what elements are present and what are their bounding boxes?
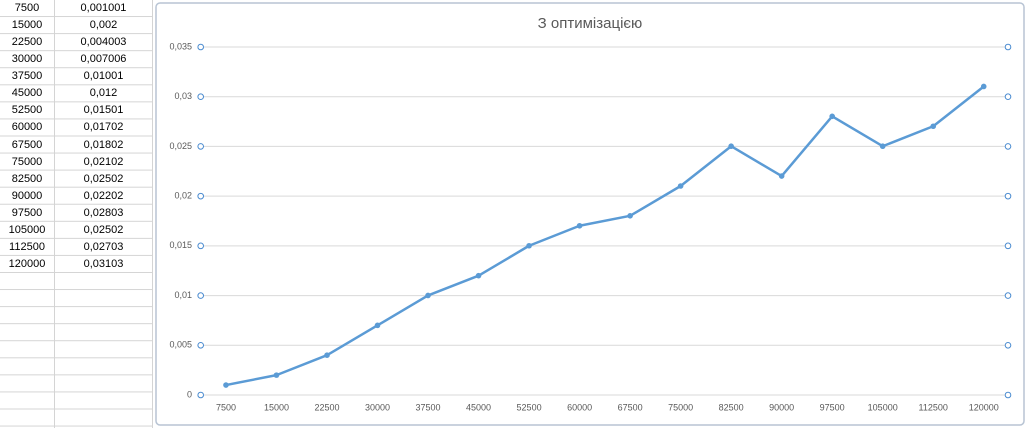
cell[interactable]: 0,03103 — [83, 258, 124, 271]
axis-handle — [1004, 292, 1012, 299]
point-marker — [930, 123, 937, 130]
cell[interactable]: 0,01001 — [83, 70, 124, 83]
cell[interactable]: 0,001001 — [80, 2, 127, 14]
x-tick-label: 7500 — [216, 402, 236, 412]
cell[interactable]: 37500 — [11, 70, 43, 83]
y-tick-label: 0,035 — [169, 41, 192, 51]
column-border — [152, 0, 153, 428]
cell[interactable]: 15000 — [11, 19, 43, 32]
point-marker — [526, 242, 532, 249]
x-tick-label: 22500 — [314, 402, 339, 412]
axis-handle — [1004, 43, 1012, 51]
y-tick-label: 0,02 — [174, 191, 192, 201]
cell[interactable]: 60000 — [11, 121, 43, 134]
cell[interactable]: 75000 — [11, 155, 43, 168]
axis-handle — [197, 391, 204, 399]
x-tick-label: 37500 — [416, 402, 441, 412]
cell[interactable]: 120000 — [8, 258, 46, 271]
chart-frame[interactable] — [155, 2, 1025, 426]
point-marker — [324, 352, 330, 358]
axis-handle — [197, 192, 204, 200]
cell[interactable]: 0,02703 — [83, 240, 124, 253]
point-marker — [677, 183, 684, 189]
x-tick-label: 67500 — [618, 402, 643, 412]
cell[interactable]: 0,02803 — [83, 206, 124, 219]
cell[interactable]: 0,02202 — [83, 189, 124, 202]
cell[interactable]: 97500 — [11, 206, 43, 219]
y-tick-label: 0 — [187, 389, 192, 399]
x-tick-label: 75000 — [668, 402, 693, 412]
point-marker — [576, 222, 583, 229]
cell[interactable]: 30000 — [11, 53, 43, 66]
cell[interactable]: 112500 — [9, 240, 45, 253]
axis-handle — [197, 242, 204, 250]
cell[interactable]: 0,01501 — [83, 104, 124, 117]
x-tick-label: 90000 — [769, 402, 794, 412]
y-tick-label: 0,005 — [169, 340, 192, 350]
point-marker — [778, 173, 785, 179]
cell[interactable]: 82500 — [11, 172, 43, 185]
point-marker — [728, 143, 734, 150]
x-tick-label: 82500 — [719, 402, 744, 412]
cell[interactable]: 67500 — [11, 138, 43, 151]
point-marker — [475, 272, 482, 279]
x-tick-label: 105000 — [868, 402, 898, 412]
cell[interactable]: 52500 — [11, 104, 43, 117]
x-tick-label: 120000 — [969, 402, 999, 412]
axis-handle — [197, 43, 204, 51]
point-marker — [273, 372, 280, 378]
axis-handle — [1004, 93, 1012, 101]
axis-handle — [1004, 391, 1012, 399]
point-marker — [829, 113, 835, 120]
cell[interactable]: 0,012 — [89, 87, 118, 100]
point-marker — [627, 213, 633, 219]
cell[interactable]: 0,007006 — [80, 53, 127, 66]
cell[interactable]: 22500 — [11, 36, 43, 49]
axis-handle — [197, 341, 204, 349]
axis-handle — [1004, 192, 1012, 200]
spreadsheet: 7500 0,001001 15000 0,002 22500 0,004003 30000… — [0, 0, 153, 428]
axis-handle — [197, 93, 204, 101]
axis-handle — [197, 143, 204, 150]
cell[interactable]: 0,02502 — [83, 172, 124, 185]
x-tick-label: 97500 — [820, 402, 845, 412]
cell[interactable]: 0,002 — [89, 19, 118, 32]
y-tick-label: 0,01 — [174, 290, 192, 300]
cell[interactable]: 0,02102 — [83, 155, 124, 168]
y-tick-label: 0,025 — [169, 141, 192, 151]
axis-handle — [1004, 341, 1012, 349]
chart-title: З оптимізацією — [538, 15, 643, 32]
x-tick-label: 15000 — [264, 402, 289, 412]
series-line — [225, 85, 985, 387]
cell[interactable]: 0,02502 — [83, 223, 124, 236]
y-tick-label: 0,015 — [169, 240, 192, 250]
cell[interactable]: 105000 — [8, 223, 46, 236]
point-marker — [879, 143, 886, 150]
point-marker — [980, 83, 987, 90]
cell[interactable]: 45000 — [11, 87, 43, 100]
x-tick-label: 112500 — [919, 402, 948, 412]
axis-handle — [1004, 242, 1012, 250]
x-tick-label: 52500 — [517, 402, 542, 412]
y-tick-label: 0,03 — [174, 91, 192, 101]
x-tick-label: 45000 — [466, 402, 491, 412]
cell[interactable]: 7500 — [14, 2, 40, 14]
cell[interactable]: 0,004003 — [80, 36, 127, 49]
x-tick-label: 60000 — [567, 402, 592, 412]
cell[interactable]: 90000 — [11, 189, 43, 202]
point-marker — [374, 322, 381, 329]
column-border — [54, 0, 55, 428]
axis-handle — [1004, 143, 1012, 150]
point-marker — [425, 292, 431, 299]
point-marker — [223, 382, 229, 388]
x-tick-label: 30000 — [365, 402, 390, 412]
cell[interactable]: 0,01702 — [83, 121, 124, 134]
axis-handle — [197, 292, 204, 299]
cell[interactable]: 0,01802 — [83, 138, 124, 151]
